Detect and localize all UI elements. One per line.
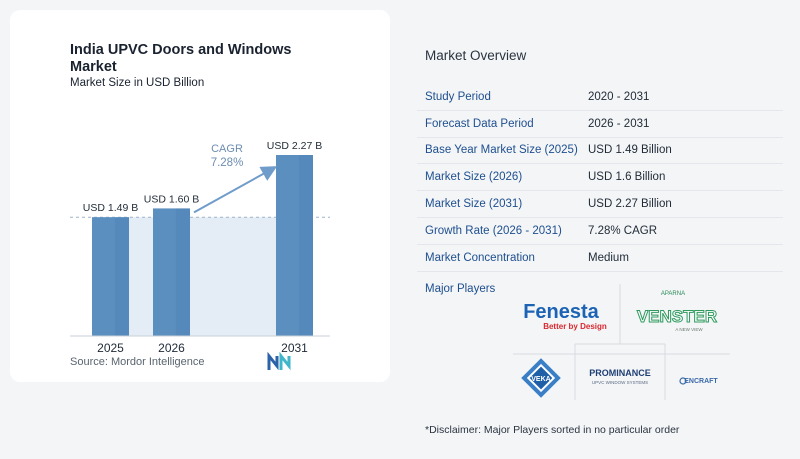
- venster-tagline: A NEW VIEW: [675, 327, 703, 332]
- row-value: USD 2.27 Billion: [588, 198, 672, 211]
- venster-brand: APARNA: [661, 291, 685, 297]
- fenesta-tagline: Better by Design: [543, 322, 607, 331]
- row-label: Market Size (2026): [425, 171, 523, 184]
- cagr-value: 7.28%: [211, 157, 244, 169]
- bar-value-label: USD 2.27 B: [267, 140, 322, 152]
- table-row: Market Size (2031) USD 2.27 Billion: [417, 191, 783, 218]
- row-value: 2020 - 2031: [588, 90, 650, 103]
- major-players-grid: Fenesta Better by Design APARNA VENSTER …: [513, 284, 730, 400]
- major-players-title: Major Players: [425, 283, 496, 295]
- fenesta-logo: Fenesta Better by Design: [523, 301, 607, 331]
- disclaimer: *Disclaimer: Major Players sorted in no …: [425, 424, 680, 436]
- x-tick-label: 2026: [158, 341, 185, 355]
- cagr-label: CAGR: [211, 143, 243, 155]
- table-row: Market Concentration Medium: [417, 245, 783, 272]
- x-tick-label: 2025: [97, 341, 124, 355]
- table-row: Study Period 2020 - 2031: [417, 84, 783, 111]
- table-row: Market Size (2026) USD 1.6 Billion: [417, 164, 783, 192]
- bar-chart: USD 1.49 B 2025 USD 1.60 B 2026 USD 2.27 B 20…: [70, 140, 330, 355]
- row-value: 7.28% CAGR: [588, 224, 658, 237]
- bar-shade: [175, 208, 190, 336]
- chart-subtitle: Market Size in USD Billion: [70, 77, 205, 89]
- table-row: Forecast Data Period 2026 - 2031: [417, 111, 783, 138]
- source-text: Source: Mordor Intelligence: [70, 356, 205, 368]
- bar-shade: [114, 217, 129, 336]
- bar: [153, 208, 190, 336]
- bar-shade: [298, 155, 313, 336]
- venster-name: VENSTER: [637, 307, 717, 326]
- overview-table: Study Period 2020 - 2031 Forecast Data Pe…: [417, 84, 783, 272]
- prominance-name: PROMINANCE: [589, 368, 651, 378]
- row-label: Forecast Data Period: [425, 117, 534, 130]
- row-label: Base Year Market Size (2025): [425, 144, 578, 157]
- veka-logo: VEKA: [521, 358, 561, 398]
- bar: [92, 217, 129, 336]
- row-value: 2026 - 2031: [588, 117, 650, 130]
- encraft-logo: ENCRAFT: [679, 377, 718, 385]
- prominance-logo: PROMINANCE UPVC WINDOW SYSTEMS: [589, 368, 651, 385]
- row-value: USD 1.6 Billion: [588, 171, 666, 184]
- bar-value-label: USD 1.60 B: [144, 193, 199, 205]
- cagr-arrow: [193, 166, 278, 214]
- overview-title: Market Overview: [425, 48, 527, 63]
- row-label: Growth Rate (2026 - 2031): [425, 224, 562, 237]
- row-label: Study Period: [425, 90, 491, 103]
- x-tick-label: 2031: [281, 341, 308, 355]
- venster-logo: APARNA VENSTER A NEW VIEW: [636, 291, 717, 332]
- row-value: Medium: [588, 251, 629, 264]
- bar-value-label: USD 1.49 B: [83, 202, 138, 214]
- prominance-tagline: UPVC WINDOW SYSTEMS: [592, 380, 648, 385]
- table-row: Growth Rate (2026 - 2031) 7.28% CAGR: [417, 218, 783, 245]
- row-label: Market Concentration: [425, 251, 535, 264]
- fenesta-name: Fenesta: [523, 301, 599, 323]
- row-value: USD 1.49 Billion: [588, 144, 672, 157]
- table-row: Base Year Market Size (2025) USD 1.49 Bil…: [417, 138, 783, 165]
- mordor-logo-icon: [267, 352, 291, 371]
- encraft-name: ENCRAFT: [684, 378, 718, 385]
- bar: [276, 155, 313, 336]
- veka-name: VEKA: [531, 376, 550, 383]
- chart-title: India UPVC Doors and Windows Market: [70, 42, 292, 75]
- row-label: Market Size (2031): [425, 198, 523, 211]
